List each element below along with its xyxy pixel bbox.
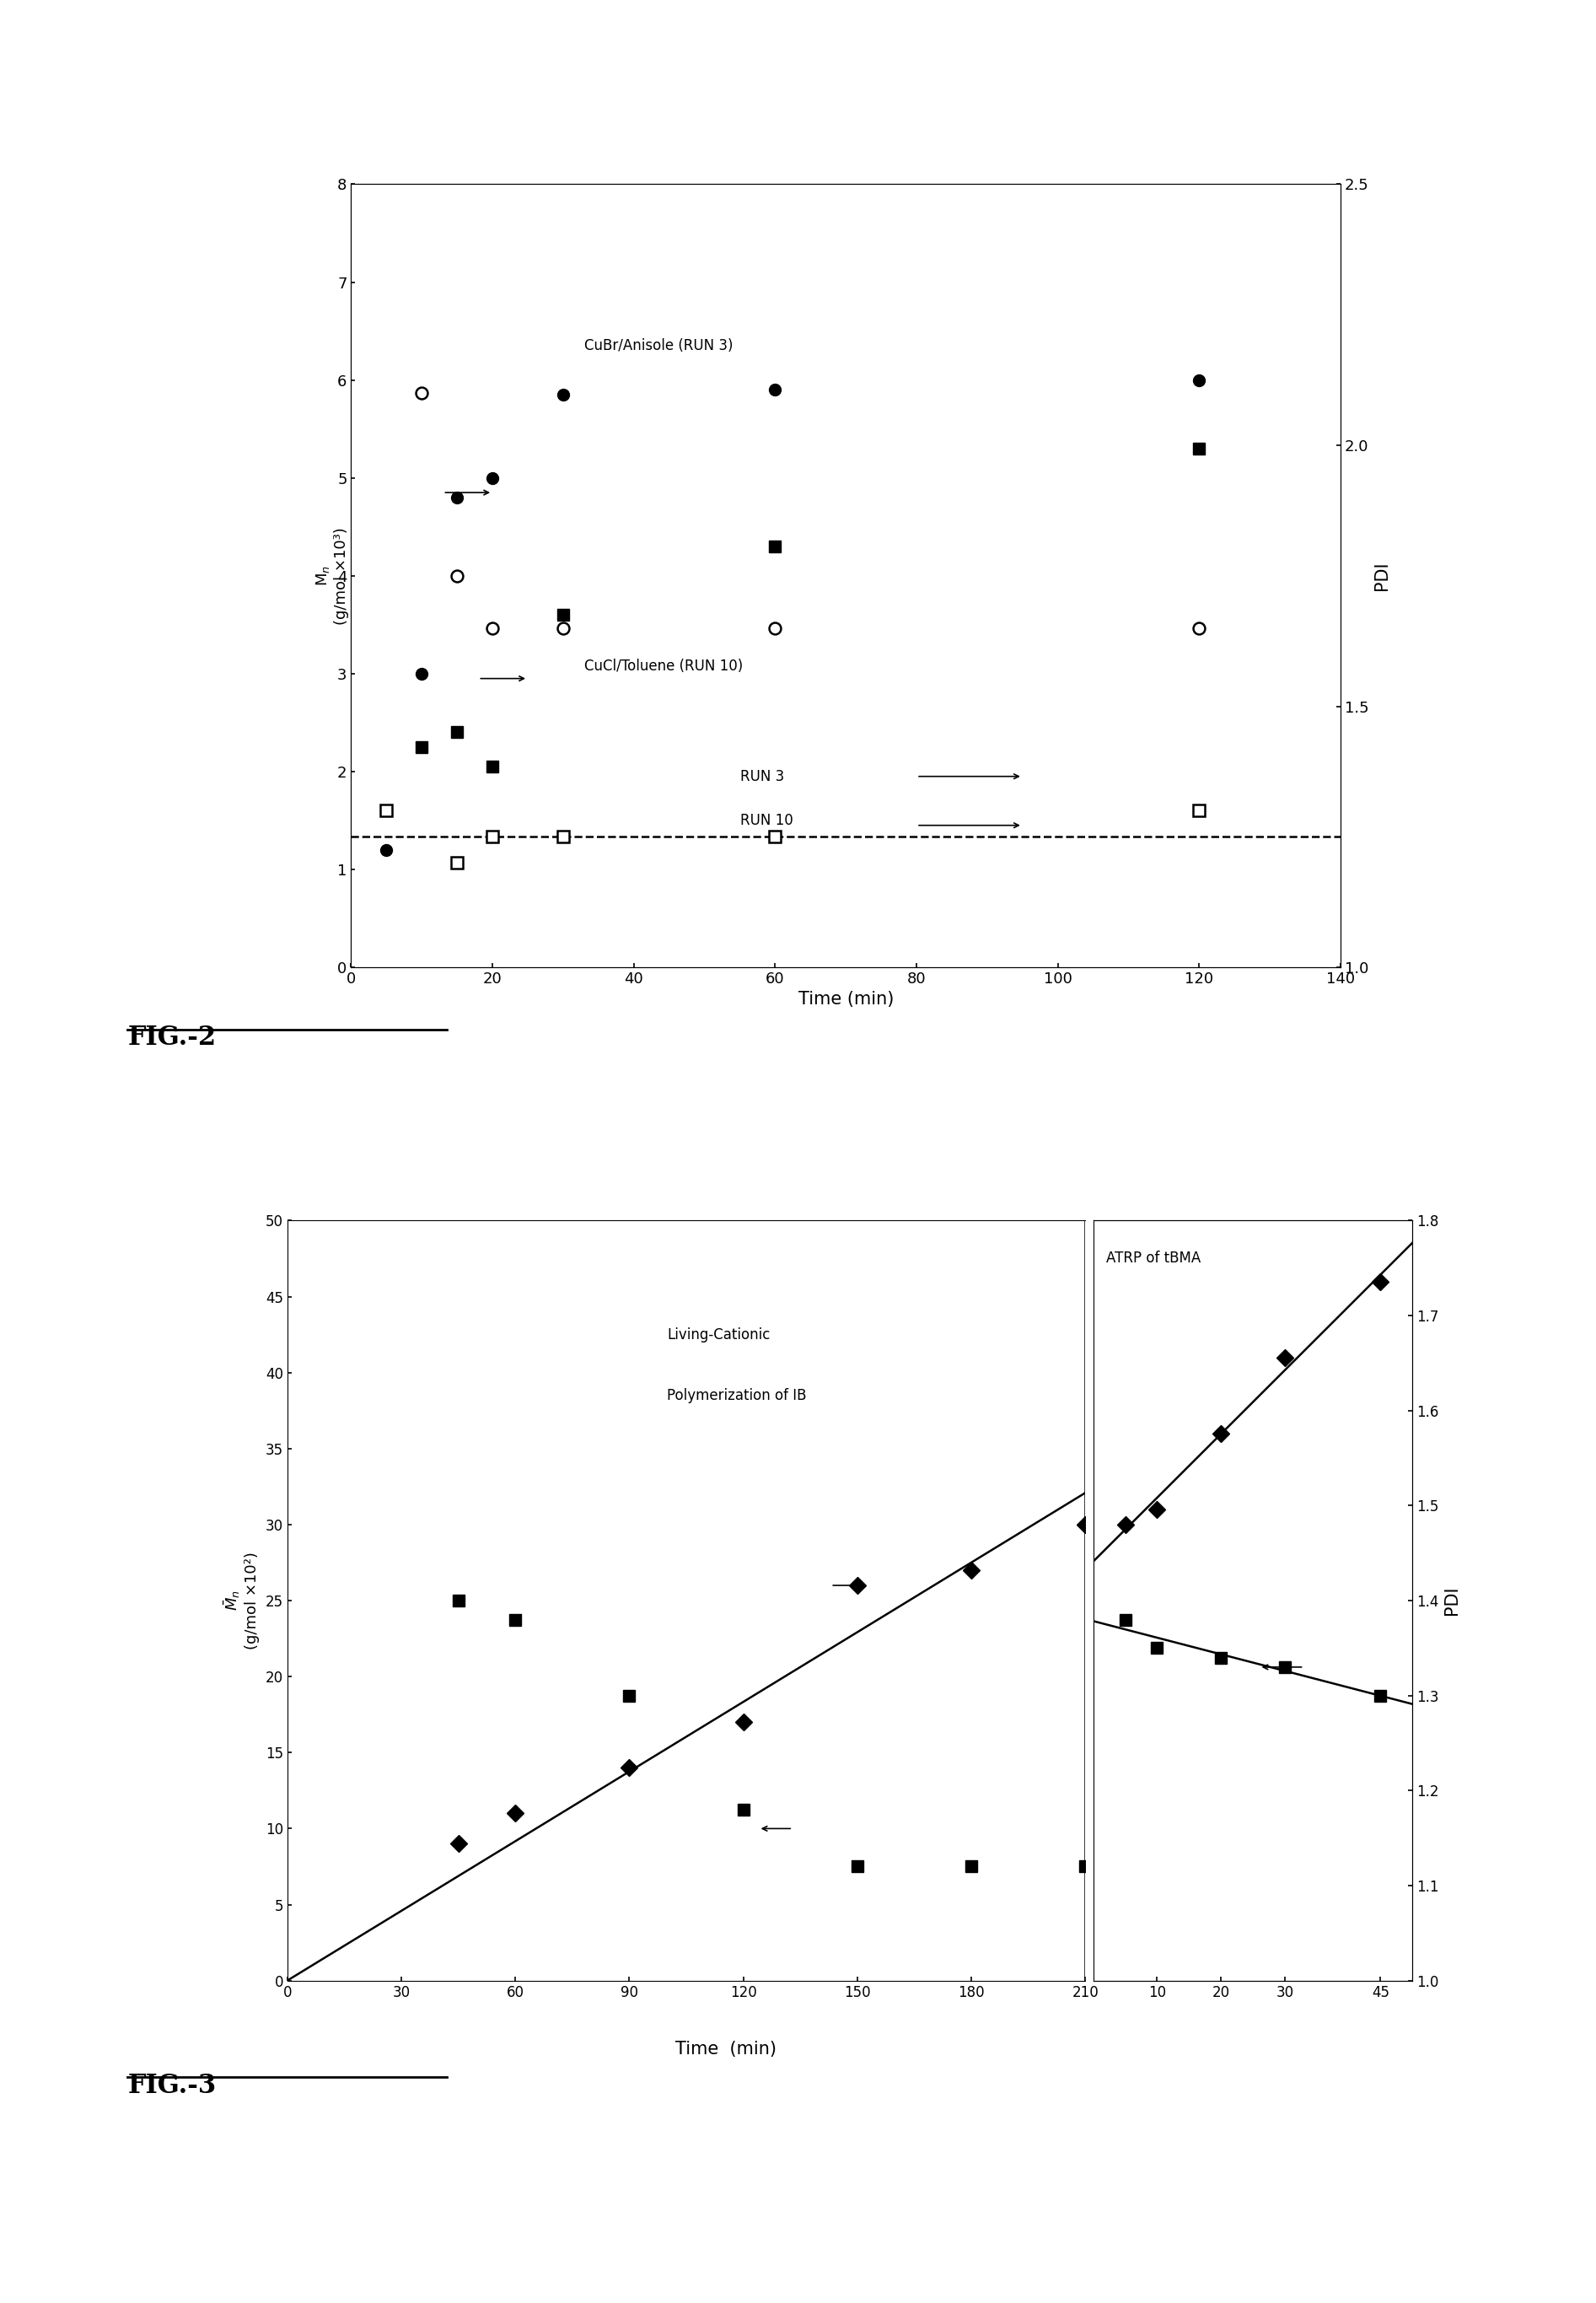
Y-axis label: $\bar{M}_n$
(g/mol ×10²): $\bar{M}_n$ (g/mol ×10²) <box>222 1552 260 1649</box>
Y-axis label: M$_n$
(g/mol ×10³): M$_n$ (g/mol ×10³) <box>314 527 348 624</box>
Text: CuBr/Anisole (RUN 3): CuBr/Anisole (RUN 3) <box>584 339 733 352</box>
Y-axis label: PDI: PDI <box>1444 1587 1460 1614</box>
Text: FIG.-2: FIG.-2 <box>128 1025 217 1050</box>
Text: ATRP of tBMA: ATRP of tBMA <box>1106 1251 1200 1267</box>
Text: Living-Cationic: Living-Cationic <box>667 1327 771 1343</box>
Text: Time  (min): Time (min) <box>675 2040 777 2057</box>
X-axis label: Time (min): Time (min) <box>798 990 894 1009</box>
Text: RUN 10: RUN 10 <box>741 813 793 829</box>
Text: CuCl/Toluene (RUN 10): CuCl/Toluene (RUN 10) <box>584 659 744 672</box>
Text: FIG.-3: FIG.-3 <box>128 2073 217 2098</box>
Y-axis label: PDI: PDI <box>1374 562 1390 590</box>
Text: Polymerization of IB: Polymerization of IB <box>667 1389 808 1403</box>
Text: RUN 3: RUN 3 <box>741 769 784 783</box>
